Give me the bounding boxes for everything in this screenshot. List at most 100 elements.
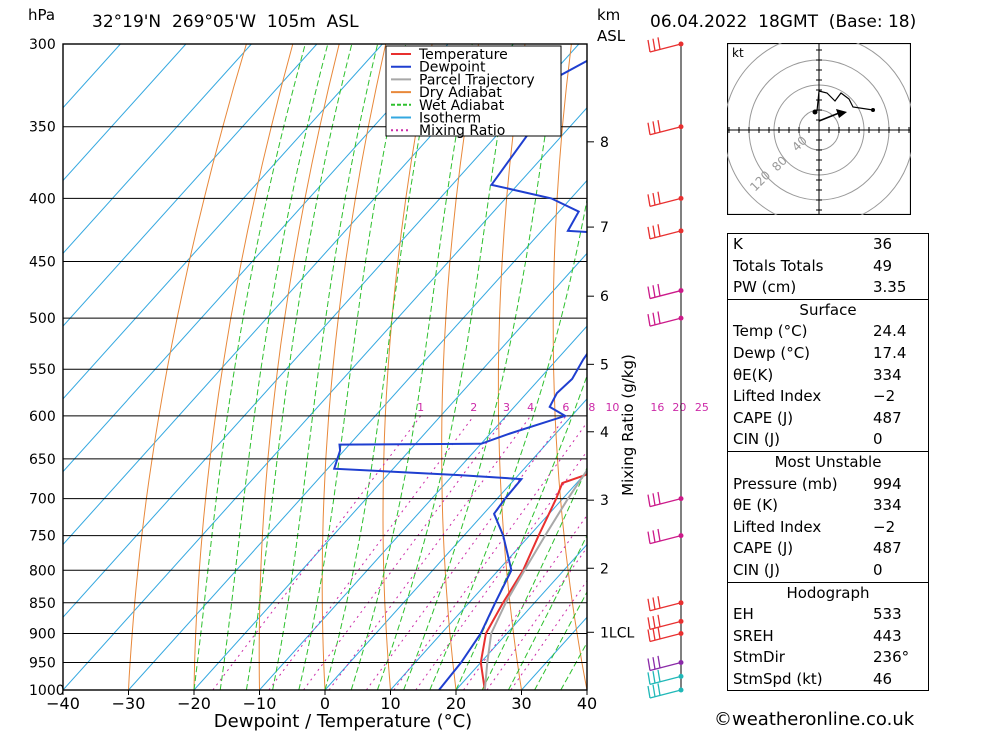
- stat-row-mu-cin: CIN (J) 0: [728, 560, 928, 582]
- mixing-ratio-line: [415, 450, 587, 690]
- isotherm-line: [63, 44, 121, 109]
- wind-barb-flag: [652, 671, 656, 684]
- mixing-ratio-line: [463, 514, 587, 690]
- wet-adiabat-line: [481, 466, 587, 690]
- wind-barb-flag: [647, 286, 651, 299]
- wind-barb-flag: [652, 312, 656, 325]
- mixing-ratio-label: 20: [672, 401, 686, 414]
- wind-barb-flag: [652, 192, 656, 206]
- stat-row-stmspd: StmSpd (kt) 46: [728, 669, 928, 691]
- stat-row-mu-pressure: Pressure (mb) 994: [728, 474, 928, 496]
- hodograph-end-dot: [871, 108, 875, 112]
- stat-label: Lifted Index: [733, 387, 822, 406]
- wind-barb-flag: [652, 285, 656, 298]
- stat-value: 24.4: [873, 322, 907, 341]
- mixing-ratio-label: 3: [503, 401, 510, 414]
- mixing-ratio-line: [303, 415, 507, 690]
- x-tick-label: −10: [243, 694, 277, 713]
- wind-barb-flag: [652, 597, 656, 610]
- wet-adiabat-line: [455, 374, 587, 690]
- parcel-trajectory: [483, 468, 587, 690]
- dry-adiabat-line: [128, 44, 247, 690]
- wind-barb-flag: [647, 685, 651, 699]
- stat-value: 533: [873, 605, 902, 624]
- stat-row-surface-temp: Temp (°C) 24.4: [728, 321, 928, 343]
- mixing-ratio-label: 16: [650, 401, 664, 414]
- x-tick-label: 10: [380, 694, 400, 713]
- wind-barb-flag: [647, 617, 651, 630]
- wet-adiabat-line: [534, 591, 587, 690]
- surface-section-title: Surface: [728, 298, 928, 322]
- wet-adiabat-line: [298, 44, 407, 690]
- stat-row-surface-theta: θE(K) 334: [728, 365, 928, 387]
- hodograph-trace: [816, 90, 874, 112]
- wind-barb-flag: [657, 614, 661, 627]
- stat-label: θE(K): [733, 365, 774, 384]
- mixing-ratio-label: 25: [695, 401, 709, 414]
- wind-barb-flag: [657, 596, 661, 609]
- stat-label: Pressure (mb): [733, 474, 838, 493]
- stat-label: CAPE (J): [733, 539, 794, 558]
- mixing-ratio-axis-label: Mixing Ratio (g/kg): [619, 354, 637, 496]
- wind-barb-flag: [657, 528, 661, 542]
- km-tick-label: 8: [600, 135, 609, 151]
- wind-barb-flag: [647, 313, 651, 327]
- dry-adiabat-line: [382, 44, 433, 690]
- dewpoint-profile: [332, 59, 587, 690]
- wind-barb-flag: [652, 616, 656, 629]
- x-tick-label: −40: [46, 694, 80, 713]
- stat-value: 334: [873, 365, 902, 384]
- stat-label: Totals Totals: [733, 256, 824, 275]
- stat-label: StmDir: [733, 648, 785, 667]
- km-label: km: [597, 6, 621, 24]
- wind-barb-flag: [657, 120, 661, 133]
- wet-adiabat-line: [245, 44, 353, 690]
- legend-entry: Temperature: [418, 47, 508, 63]
- isotherm-line: [63, 44, 187, 182]
- pressure-tick-label: 600: [29, 409, 56, 425]
- pressure-tick-label: 350: [29, 120, 56, 136]
- wind-barb-flag: [652, 225, 656, 238]
- legend-entry: Isotherm: [419, 111, 481, 127]
- stat-value: 994: [873, 474, 902, 493]
- mixing-ratio-label: 1: [417, 401, 424, 414]
- stat-label: θE (K): [733, 496, 778, 515]
- stat-value: 0: [873, 430, 883, 449]
- stat-row-sreh: SREH 443: [728, 626, 928, 648]
- storm-motion-arrow: [818, 112, 840, 122]
- isotherm-line: [324, 398, 587, 690]
- stat-label: EH: [733, 605, 754, 624]
- wind-barb-flag: [657, 224, 661, 237]
- km-tick-label: 4: [600, 425, 609, 441]
- isotherm-line: [63, 107, 587, 690]
- pressure-tick-label: 1000: [29, 683, 65, 699]
- wind-barb-flag: [652, 657, 656, 670]
- pressure-tick-label: 300: [29, 37, 56, 53]
- station-location: 32°19'N 269°05'W 105m ASL: [92, 12, 359, 32]
- legend-entry: Parcel Trajectory: [419, 72, 535, 88]
- wind-barb-flag: [652, 121, 656, 134]
- wind-barb-flag: [647, 629, 651, 642]
- legend-entry: Wet Adiabat: [419, 98, 505, 114]
- stat-row-pw: PW (cm) 3.35: [728, 277, 928, 299]
- stat-row-stmdir: StmDir 236°: [728, 647, 928, 669]
- pressure-unit-label: hPa: [28, 6, 56, 24]
- stat-value: 487: [873, 408, 902, 427]
- wind-barb-flag: [657, 491, 661, 505]
- stat-row-tt: Totals Totals 49: [728, 256, 928, 278]
- mixing-ratio-line: [510, 579, 587, 690]
- wind-barb-flag: [652, 628, 656, 641]
- x-tick-label: −30: [112, 694, 146, 713]
- isotherm-line: [63, 44, 514, 546]
- stat-row-surface-li: Lifted Index −2: [728, 386, 928, 408]
- isotherm-line: [63, 44, 252, 255]
- mixing-ratio-label: 10: [605, 401, 619, 414]
- wind-barb-flag: [647, 494, 651, 507]
- wet-adiabat-line: [403, 44, 560, 690]
- x-tick-label: 40: [577, 694, 597, 713]
- temperature-profile: [479, 472, 587, 690]
- most-unstable-section-title: Most Unstable: [728, 450, 928, 474]
- footer-credit[interactable]: ©weatheronline.co.uk: [714, 709, 915, 730]
